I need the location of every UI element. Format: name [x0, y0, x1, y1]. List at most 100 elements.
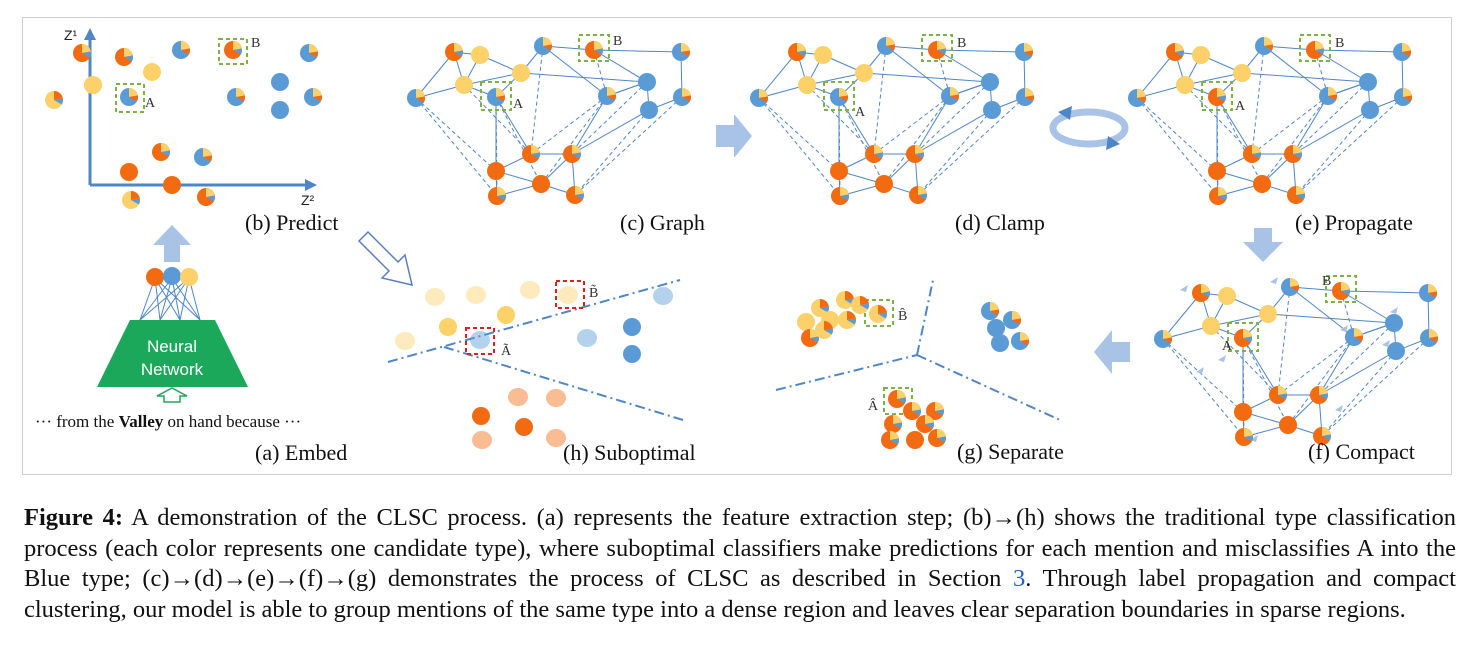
node-fill [487, 162, 505, 180]
graph-e-node [1243, 145, 1261, 163]
node-slice [1429, 336, 1438, 343]
node-slice [233, 48, 242, 55]
graph-d-dashed-edge [758, 97, 840, 172]
graph-f-dashed-edge [1287, 336, 1355, 426]
node-fill [798, 76, 816, 94]
node-fill [180, 268, 198, 286]
graph-f-node [1385, 314, 1403, 332]
node-label-b-predict: B [251, 36, 260, 51]
node-slice [840, 187, 849, 196]
graph-e-dashed-edge [1136, 97, 1218, 172]
node-fill [981, 73, 999, 91]
graph-e-node [1128, 89, 1146, 107]
graph-d-dashed-edge [873, 45, 887, 155]
graph-f-node [1387, 342, 1405, 360]
node-slice [454, 50, 463, 57]
propagation-arrow [1335, 405, 1343, 412]
node-slice [1137, 96, 1146, 103]
figure-diagram: (a) Embed (b) Predict (c) Graph (d) Clam… [35, 27, 1438, 465]
graph-e-dashed-edge [1216, 96, 1263, 185]
graph-c-node [673, 88, 691, 106]
node-slice [886, 37, 895, 46]
node-fill [830, 162, 848, 180]
graph-d-node [877, 37, 895, 55]
node-fill [623, 318, 641, 336]
node-fill [1359, 73, 1377, 91]
node-slice [1218, 194, 1227, 201]
graph-d-dashed-edge [873, 95, 951, 155]
graph-c-node [455, 76, 473, 94]
highlight-box [578, 34, 610, 62]
graph-c-node [445, 43, 463, 61]
node-slice [824, 321, 833, 330]
graph-c-node [488, 187, 506, 205]
red-highlight-box [555, 280, 585, 309]
predict-node [172, 41, 190, 59]
propagation-arrow [1340, 325, 1348, 332]
graph-c-node [638, 73, 656, 91]
faded-node [577, 329, 597, 347]
faded-node [508, 388, 528, 406]
graph-f-dashed-edge [1242, 337, 1245, 438]
graph-c-edge [571, 109, 650, 155]
graph-d-edge [885, 45, 951, 97]
separate-node [1011, 332, 1029, 350]
faded-node [466, 286, 486, 304]
node-slice [454, 43, 463, 52]
graph-c-dashed-edge [495, 96, 498, 197]
graph-f-node [1310, 386, 1328, 404]
highlight-box [1201, 81, 1233, 111]
node-fill [640, 101, 658, 119]
caption-section-link[interactable]: 3 [1012, 565, 1026, 592]
node-slice [1293, 145, 1302, 154]
red-highlight-box [465, 327, 495, 355]
node-slice [890, 438, 899, 445]
node-slice [1243, 336, 1252, 343]
predict-node [194, 148, 212, 166]
node-slice [925, 422, 934, 429]
node-fill [271, 101, 289, 119]
graph-f-edge [1318, 350, 1397, 396]
node-label-b-graph: B [613, 34, 622, 49]
graph-d-node [798, 76, 816, 94]
separate-node [903, 402, 921, 420]
graph-d-edge [936, 49, 991, 83]
graph-c-node [487, 88, 505, 106]
graph-f-dashed-edge [1242, 337, 1289, 426]
node-slice [496, 95, 505, 102]
graph-c-node [534, 37, 552, 55]
graph-d-dashed-edge [838, 96, 885, 185]
suboptimal-node [515, 418, 533, 436]
graph-c-node [672, 43, 690, 61]
axis-label-z1: Z¹ [64, 27, 78, 43]
network-edge [171, 277, 181, 321]
graph-c-node [566, 186, 584, 204]
node-slice [797, 50, 806, 57]
node-slice [912, 409, 921, 416]
arrow-compact-to-separate [1094, 330, 1130, 374]
node-slice [236, 95, 245, 102]
propagation-arrow [1382, 340, 1390, 347]
node-slice [1025, 88, 1034, 97]
node-label-b-tilde: B̃ [589, 284, 598, 301]
separate-node [926, 402, 944, 420]
graph-c-node [407, 89, 425, 107]
node-fill [1202, 317, 1220, 335]
node-slice [1354, 335, 1363, 342]
node-fill [991, 334, 1009, 352]
graph-c-edge [495, 96, 532, 155]
graph-c-node [487, 162, 505, 180]
graph-e-node [1209, 187, 1227, 205]
separate-node [906, 431, 924, 449]
node-slice [1243, 329, 1252, 338]
graph-e-dashed-edge [1295, 96, 1404, 196]
node-slice [233, 41, 242, 50]
network-edge [171, 277, 201, 321]
graph-c-dashed-edge [574, 96, 683, 196]
node-slice [847, 318, 856, 325]
node-label-a-tilde: Ã [501, 343, 512, 359]
separate-node [815, 321, 833, 339]
node-slice [206, 195, 215, 202]
node-slice [1315, 41, 1324, 50]
node-slice [1354, 328, 1363, 337]
